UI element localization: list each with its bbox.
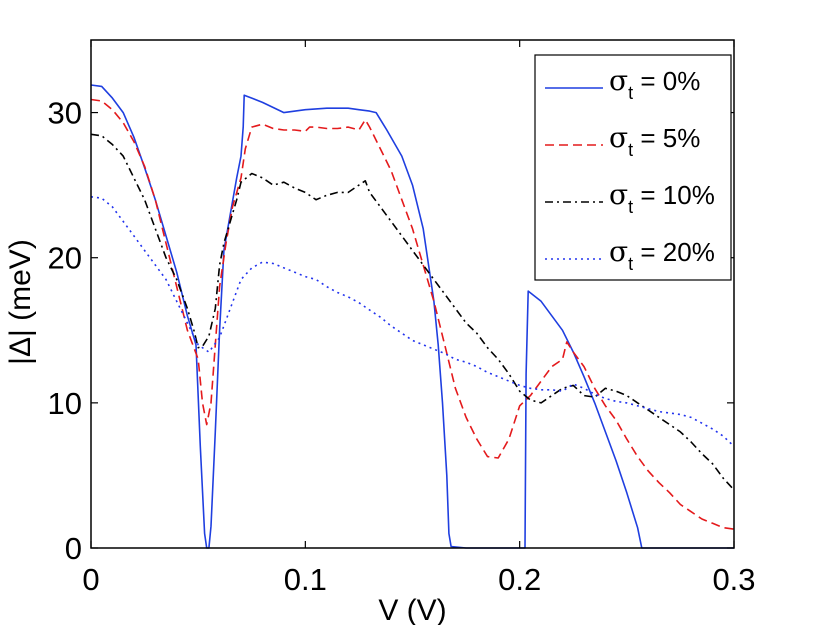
series-line-2 [90, 133, 735, 491]
ticks-layer: 0 0.1 0.2 0.3 0 10 20 30 [48, 40, 756, 597]
x-tick-label: 0.3 [712, 562, 755, 597]
legend-sigma: σ [609, 64, 628, 97]
series-line-1 [90, 98, 735, 530]
legend-sigma: σ [609, 235, 628, 268]
y-tick-label: 0 [65, 531, 82, 566]
legend-subscript: t [628, 140, 633, 160]
legend-entries: σt = 0%σt = 5%σt = 10%σt = 20% [545, 64, 715, 274]
legend-subscript: t [628, 197, 633, 217]
legend-value: = 20% [633, 237, 715, 267]
legend-value: = 0% [633, 66, 700, 96]
legend-box [534, 54, 732, 281]
x-tick-label: 0.1 [284, 562, 327, 597]
axes-frame [90, 39, 735, 549]
legend: σt = 0%σt = 5%σt = 10%σt = 20% [534, 54, 732, 281]
legend-value: = 10% [633, 180, 715, 210]
legend-label-0: σt = 0% [609, 64, 700, 103]
legend-value: = 5% [633, 123, 700, 153]
legend-subscript: t [628, 254, 633, 274]
legend-label-3: σt = 20% [609, 235, 715, 274]
x-axis-label: V (V) [378, 594, 446, 625]
y-axis-label: |Δ| (meV) [4, 239, 37, 365]
legend-sigma: σ [609, 121, 628, 154]
series-layer [90, 84, 735, 549]
legend-label-2: σt = 10% [609, 178, 715, 217]
x-tick-label: 0 [82, 562, 99, 597]
y-tick-label: 20 [48, 241, 82, 276]
x-tick-label: 0.2 [498, 562, 541, 597]
legend-subscript: t [628, 83, 633, 103]
legend-sigma: σ [609, 178, 628, 211]
y-tick-label: 10 [48, 386, 82, 421]
series-line-3 [90, 196, 735, 447]
series-line-0 [90, 84, 734, 549]
y-tick-label: 30 [48, 96, 82, 131]
legend-label-1: σt = 5% [609, 121, 700, 160]
